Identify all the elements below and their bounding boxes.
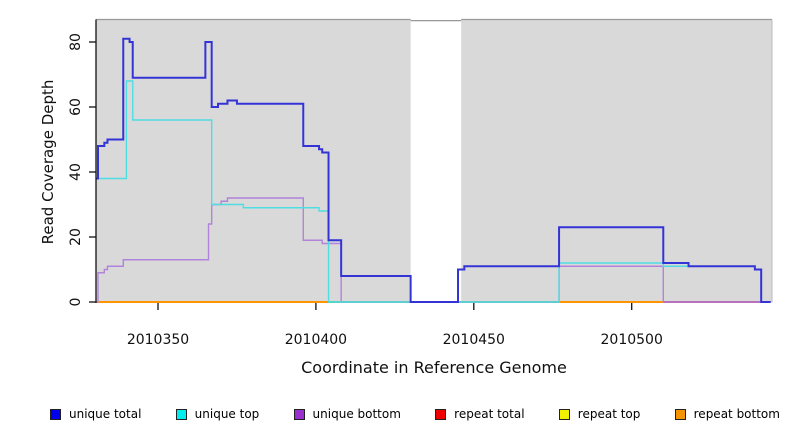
- legend-item-unique-top: unique top: [175, 407, 260, 421]
- x-tick-label: 2010400: [285, 332, 347, 348]
- legend-label: unique top: [194, 407, 260, 421]
- legend-item-unique-bottom: unique bottom: [293, 407, 401, 421]
- x-tick-label: 2010500: [601, 332, 663, 348]
- legend-item-repeat-bottom: repeat bottom: [674, 407, 780, 421]
- legend-swatch-icon: [293, 408, 305, 420]
- y-tick-label: 20: [68, 228, 84, 246]
- y-axis-title: Read Coverage Depth: [39, 79, 57, 245]
- y-tick-label: 60: [68, 98, 84, 116]
- legend-swatch-icon: [50, 408, 61, 420]
- y-tick-label: 0: [68, 298, 84, 307]
- legend-label: unique bottom: [312, 407, 401, 421]
- legend-label: repeat total: [454, 407, 525, 421]
- x-axis-title: Coordinate in Reference Genome: [301, 358, 567, 377]
- legend-item-repeat-total: repeat total: [435, 407, 525, 421]
- series-line-unique-total: [96, 37, 771, 303]
- masked-region: [410, 12, 462, 303]
- legend-swatch-icon: [674, 408, 686, 420]
- legend-item-unique-total: unique total: [50, 407, 141, 421]
- legend-label: repeat bottom: [693, 407, 780, 421]
- x-tick-label: 2010450: [443, 332, 505, 348]
- legend-swatch-icon: [558, 408, 570, 420]
- y-tick-label: 80: [68, 33, 84, 51]
- x-tick-label: 2010350: [127, 332, 189, 348]
- legend-item-repeat-top: repeat top: [558, 407, 641, 421]
- legend-label: repeat top: [577, 407, 641, 421]
- legend: unique total unique top unique bottom repea…: [50, 403, 780, 425]
- legend-swatch-icon: [435, 408, 447, 420]
- legend-swatch-icon: [175, 408, 187, 420]
- y-tick-label: 40: [68, 163, 84, 181]
- legend-label: unique total: [69, 407, 142, 421]
